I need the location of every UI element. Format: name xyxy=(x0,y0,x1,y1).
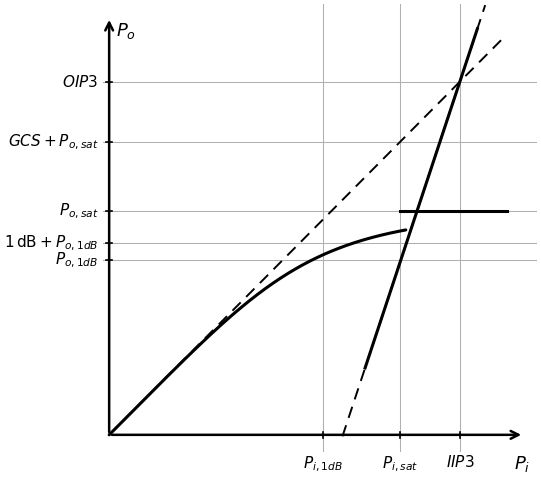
Text: $1\,\mathrm{dB} + P_{o,1dB}$: $1\,\mathrm{dB} + P_{o,1dB}$ xyxy=(4,234,98,253)
Text: $P_o$: $P_o$ xyxy=(116,22,136,42)
Text: $IIP3$: $IIP3$ xyxy=(445,454,474,470)
Text: $OIP3$: $OIP3$ xyxy=(62,74,98,90)
Text: $P_{o,1dB}$: $P_{o,1dB}$ xyxy=(55,251,98,270)
Text: $P_{i,1dB}$: $P_{i,1dB}$ xyxy=(303,454,343,474)
Text: $P_i$: $P_i$ xyxy=(514,454,530,474)
Text: $GCS + P_{o,sat}$: $GCS + P_{o,sat}$ xyxy=(8,132,98,152)
Text: $P_{o,sat}$: $P_{o,sat}$ xyxy=(58,201,98,220)
Text: $P_{i,sat}$: $P_{i,sat}$ xyxy=(382,454,418,474)
